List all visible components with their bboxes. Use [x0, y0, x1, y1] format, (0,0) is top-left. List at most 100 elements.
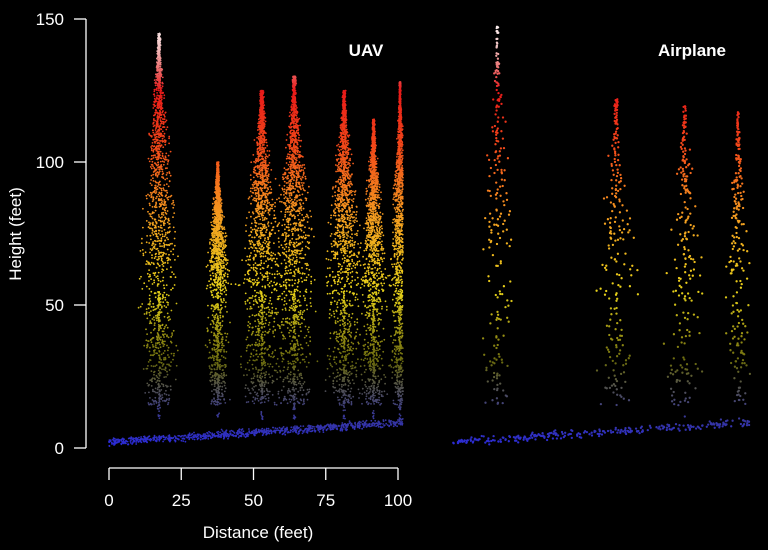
crown-point	[150, 149, 153, 152]
understory-point	[169, 340, 172, 343]
understory-point	[249, 392, 252, 395]
crown-point	[170, 276, 173, 278]
crown-point	[263, 212, 265, 214]
crown-point	[258, 181, 261, 184]
understory-point	[257, 371, 259, 373]
crown-point	[170, 288, 173, 291]
understory-point	[258, 344, 261, 346]
crown-point	[163, 219, 166, 222]
crown-point	[164, 233, 167, 236]
crown-point	[217, 164, 219, 167]
understory-point	[267, 348, 269, 350]
crown-point	[164, 189, 167, 192]
understory-point	[255, 353, 258, 355]
crown-point	[261, 274, 264, 276]
understory-point	[149, 397, 151, 399]
crown-point	[262, 255, 265, 258]
crown-point	[153, 79, 156, 81]
crown-point	[256, 151, 259, 154]
understory-point	[163, 376, 166, 378]
crown-point	[166, 221, 169, 224]
crown-point	[161, 134, 163, 137]
crown-point	[146, 272, 149, 275]
crown-point	[156, 77, 159, 80]
trunk-point	[158, 291, 161, 293]
crown-point	[155, 82, 158, 84]
crown-point	[162, 242, 165, 245]
crown-point	[267, 167, 269, 170]
crown-point	[220, 222, 222, 225]
crown-point	[264, 157, 267, 160]
understory-point	[257, 355, 259, 358]
crown-point	[292, 250, 295, 253]
understory-point	[143, 344, 146, 347]
crown-point	[271, 207, 273, 210]
crown-point	[221, 214, 224, 217]
understory-point	[214, 364, 217, 366]
crown-point	[162, 123, 165, 125]
understory-point	[255, 294, 257, 297]
understory-point	[272, 330, 274, 333]
crown-point	[154, 84, 157, 87]
crown-point	[220, 209, 223, 211]
crown-point	[174, 259, 176, 261]
crown-point	[160, 165, 162, 167]
crown-point	[210, 266, 213, 268]
trunk-point	[260, 305, 262, 308]
crown-point	[265, 272, 268, 275]
crown-point	[302, 202, 305, 205]
understory-point	[145, 308, 148, 310]
understory-point	[152, 329, 155, 331]
understory-point	[148, 391, 150, 394]
crown-point	[159, 72, 162, 74]
crown-point	[209, 247, 212, 250]
crown-point	[155, 123, 158, 126]
crown-point	[148, 221, 150, 224]
crown-point	[262, 203, 264, 206]
crown-point	[149, 213, 152, 216]
understory-point	[244, 303, 247, 305]
crown-point	[218, 179, 220, 182]
understory-point	[264, 352, 266, 355]
crown-point	[256, 141, 258, 144]
understory-point	[253, 402, 256, 405]
understory-point	[257, 369, 260, 371]
crown-point	[220, 254, 223, 257]
trunk-point	[216, 303, 219, 305]
crown-point	[248, 264, 251, 266]
crown-point	[215, 253, 218, 256]
crown-point	[159, 255, 161, 258]
understory-point	[213, 403, 216, 405]
understory-point	[273, 317, 276, 320]
understory-point	[247, 321, 250, 323]
understory-point	[256, 359, 258, 361]
crown-point	[298, 280, 300, 283]
understory-point	[213, 368, 216, 371]
crown-point	[245, 217, 248, 219]
understory-point	[211, 356, 214, 358]
trunk-point	[157, 311, 160, 314]
crown-point	[160, 191, 163, 194]
crown-point	[164, 239, 167, 242]
crown-point	[161, 203, 164, 206]
understory-point	[213, 347, 216, 349]
crown-point	[259, 198, 261, 201]
trunk-point	[217, 383, 220, 386]
crown-point	[161, 152, 164, 155]
crown-point	[157, 102, 160, 104]
crown-point	[163, 184, 166, 187]
understory-point	[166, 344, 168, 347]
trunk-point	[158, 374, 161, 377]
understory-point	[265, 371, 268, 373]
crown-point	[153, 162, 156, 165]
understory-point	[168, 315, 170, 318]
crown-point	[158, 37, 160, 40]
understory-point	[258, 296, 260, 299]
understory-point	[272, 325, 275, 328]
crown-point	[285, 204, 287, 207]
understory-point	[214, 373, 217, 376]
understory-point	[147, 340, 149, 342]
crown-point	[159, 202, 161, 205]
crown-point	[139, 250, 142, 252]
crown-point	[217, 214, 220, 217]
